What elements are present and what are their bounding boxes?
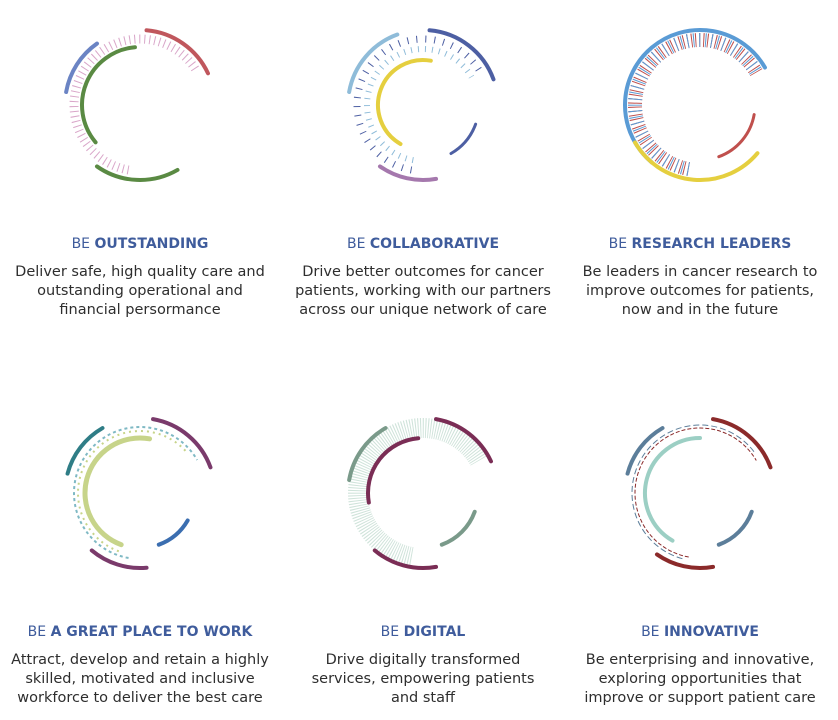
- icon-arc: [625, 426, 665, 476]
- card-description: now and in the future: [622, 302, 778, 318]
- card-description: and staff: [391, 690, 456, 706]
- icon-arc: [65, 426, 105, 476]
- title-main: A GREAT PLACE TO WORK: [51, 624, 254, 640]
- icon: [347, 417, 493, 570]
- title-main: OUTSTANDING: [94, 236, 208, 252]
- card-title: BE OUTSTANDING: [72, 236, 209, 252]
- icon: [623, 28, 767, 182]
- title-main: DIGITAL: [404, 624, 466, 640]
- card-description: across our unique network of care: [299, 302, 547, 318]
- title-prefix: BE: [381, 624, 399, 640]
- title-prefix: BE: [347, 236, 365, 252]
- card-description: workforce to deliver the best care: [17, 690, 263, 706]
- icon-arc: [427, 28, 496, 82]
- icon-arc: [94, 164, 180, 182]
- card-description: Drive digitally transformed: [326, 652, 521, 668]
- title-prefix: BE: [72, 236, 90, 252]
- icon-arc: [151, 417, 213, 470]
- icon-arc: [434, 417, 493, 464]
- icon-arc: [439, 509, 477, 547]
- icon-arc: [144, 28, 210, 76]
- icon-arc: [631, 424, 757, 560]
- title-prefix: BE: [641, 624, 659, 640]
- icon-arc: [82, 435, 153, 548]
- card-description: skilled, motivated and inclusive: [25, 671, 254, 687]
- icon-arc: [372, 548, 439, 570]
- icon: [347, 28, 496, 182]
- card-title: BE INNOVATIVE: [641, 624, 759, 640]
- icon-arc: [73, 426, 199, 559]
- icon-arc: [716, 509, 754, 547]
- icon-arc: [376, 58, 433, 146]
- value-card: BE INNOVATIVE Be enterprising and innovat…: [584, 417, 816, 706]
- icon: [64, 28, 210, 182]
- card-description: outstanding operational and: [37, 283, 243, 299]
- card-description: improve outcomes for patients,: [586, 283, 814, 299]
- icon-arc: [717, 113, 756, 159]
- value-card: BE A GREAT PLACE TO WORK Attract, develop…: [11, 417, 269, 706]
- value-card: BE RESEARCH LEADERS Be leaders in cancer …: [583, 28, 818, 318]
- value-card: BE COLLABORATIVE Drive better outcomes fo…: [295, 28, 551, 318]
- icon-arc: [654, 552, 716, 570]
- card-description: Be enterprising and innovative,: [586, 652, 814, 668]
- icon-arc: [377, 164, 439, 182]
- title-main: RESEARCH LEADERS: [632, 236, 792, 252]
- title-prefix: BE: [609, 236, 627, 252]
- icon-arc: [64, 41, 99, 94]
- icon-arc: [89, 548, 149, 570]
- card-description: financial persormance: [59, 302, 220, 318]
- icon-arc: [77, 430, 189, 553]
- icon: [65, 417, 213, 570]
- icon-arc: [366, 436, 421, 505]
- card-description: Drive better outcomes for cancer: [302, 264, 544, 280]
- icon-arc: [80, 45, 137, 145]
- icon-arc: [628, 33, 763, 176]
- icon-arc: [449, 122, 478, 155]
- icon-arc: [156, 518, 190, 547]
- card-title: BE COLLABORATIVE: [347, 236, 499, 252]
- icon-arc: [633, 140, 760, 182]
- icon-arc: [634, 427, 757, 558]
- title-main: COLLABORATIVE: [370, 236, 499, 252]
- icon-arc: [347, 426, 388, 482]
- card-description: patients, working with our partners: [295, 283, 551, 299]
- title-main: INNOVATIVE: [664, 624, 759, 640]
- icon-arc: [364, 46, 475, 164]
- icon-arc: [69, 34, 202, 175]
- icon-arc: [643, 436, 702, 543]
- icon-arc: [347, 32, 400, 94]
- value-card: BE OUTSTANDING Deliver safe, high quality…: [15, 28, 265, 318]
- title-prefix: BE: [28, 624, 46, 640]
- card-description: Deliver safe, high quality care and: [15, 264, 265, 280]
- card-description: Attract, develop and retain a highly: [11, 652, 269, 668]
- card-description: services, empowering patients: [312, 671, 535, 687]
- card-description: Be leaders in cancer research to: [583, 264, 818, 280]
- card-title: BE DIGITAL: [381, 624, 466, 640]
- card-description: exploring opportunities that: [599, 671, 802, 687]
- icon-arc: [348, 418, 488, 567]
- icon: [625, 417, 773, 570]
- card-title: BE RESEARCH LEADERS: [609, 236, 792, 252]
- card-title: BE A GREAT PLACE TO WORK: [28, 624, 254, 640]
- value-card: BE DIGITAL Drive digitally transformed ser…: [312, 417, 535, 706]
- icon-arc: [711, 417, 773, 470]
- card-description: improve or support patient care: [584, 690, 815, 706]
- icon-arc: [623, 28, 767, 165]
